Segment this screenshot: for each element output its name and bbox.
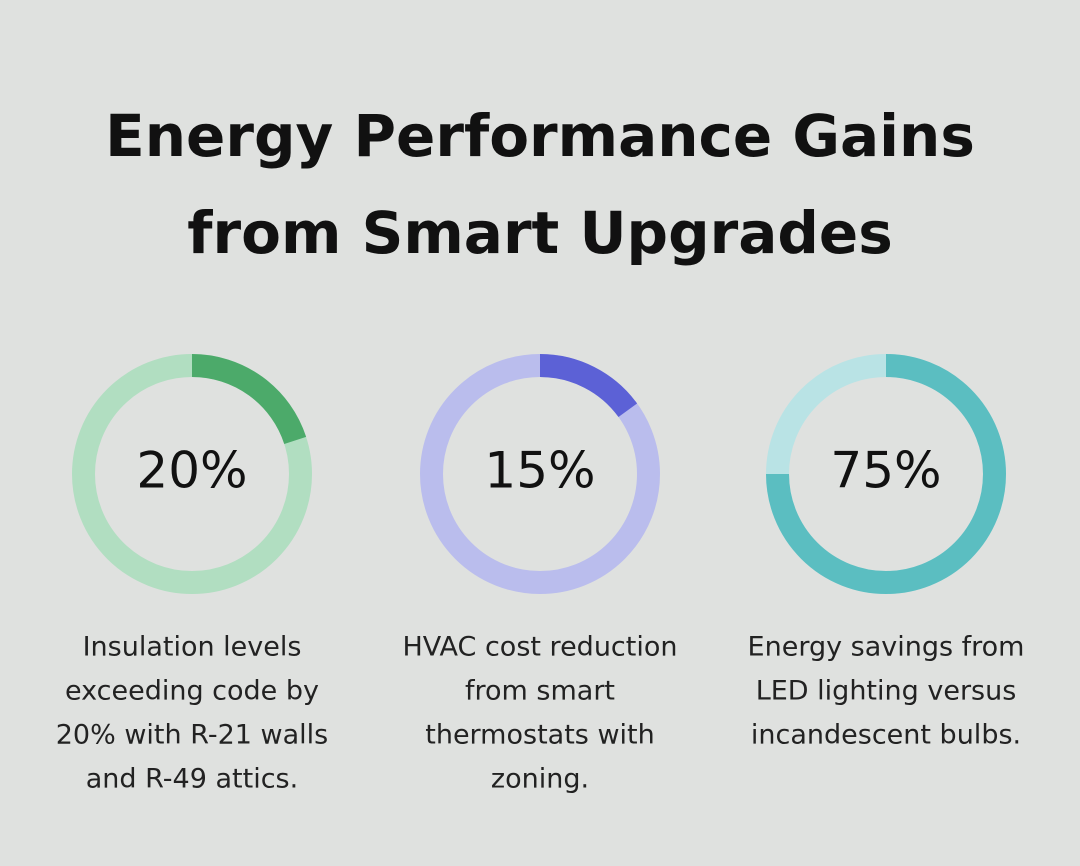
donut-arc — [191, 354, 307, 445]
caption-line: thermostats with — [425, 720, 654, 751]
donut-arc — [539, 354, 638, 418]
caption-line: 20% with R-21 walls — [56, 720, 329, 751]
caption-line: HVAC cost reduction — [402, 632, 677, 663]
value-label: 20% — [136, 442, 247, 500]
caption-line: LED lighting versus — [756, 676, 1017, 707]
caption-line: Insulation levels — [83, 632, 302, 663]
caption-line: and R-49 attics. — [86, 764, 298, 795]
value-label: 75% — [830, 442, 941, 500]
caption-line: Energy savings from — [748, 632, 1025, 663]
caption-line: zoning. — [491, 764, 589, 795]
value-label: 15% — [484, 442, 595, 500]
donut-arc — [766, 354, 1006, 594]
caption-line: exceeding code by — [65, 676, 319, 707]
caption-line: incandescent bulbs. — [751, 720, 1021, 751]
title-line: Energy Performance Gains — [105, 102, 975, 170]
caption-line: from smart — [465, 676, 615, 707]
title-line: from Smart Upgrades — [187, 199, 892, 267]
